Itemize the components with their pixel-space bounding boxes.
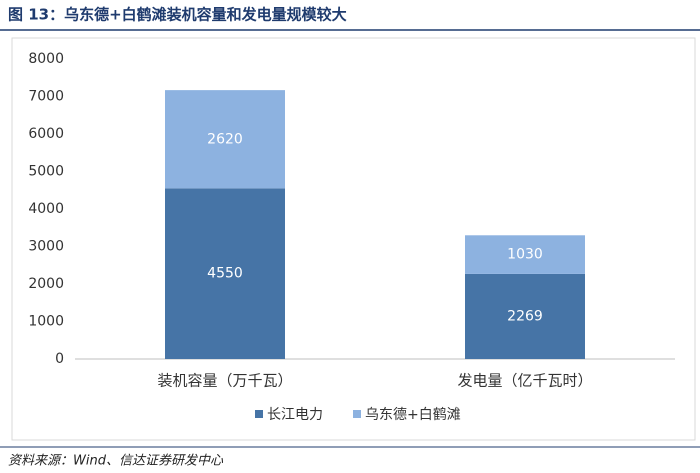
- legend-label: 长江电力: [267, 407, 323, 423]
- legend-label: 乌东德+白鹤滩: [365, 407, 461, 423]
- legend-swatch: [255, 410, 263, 418]
- source-note: 资料来源：Wind、信达证券研发中心: [8, 454, 224, 469]
- y-tick-label: 0: [55, 351, 64, 367]
- data-label: 1030: [507, 247, 543, 263]
- chart-frame: [11, 37, 696, 441]
- data-label: 2269: [507, 308, 543, 324]
- bar-segment: [165, 90, 285, 189]
- data-label: 4550: [207, 266, 243, 282]
- y-tick-label: 7000: [28, 89, 64, 105]
- x-tick-label: 装机容量（万千瓦）: [157, 372, 292, 390]
- y-tick-label: 5000: [28, 164, 64, 180]
- bar-segment: [465, 235, 585, 274]
- y-tick-label: 3000: [28, 239, 64, 255]
- y-tick-label: 2000: [28, 276, 64, 292]
- bar-segment: [465, 273, 585, 359]
- y-tick-label: 4000: [28, 201, 64, 217]
- y-tick-label: 1000: [28, 314, 64, 330]
- data-label: 2620: [207, 131, 243, 147]
- y-tick-label: 6000: [28, 126, 64, 142]
- y-tick-label: 8000: [28, 51, 64, 67]
- chart-title: 图 13：乌东德+白鹤滩装机容量和发电量规模较大: [8, 6, 347, 24]
- bar-segment: [165, 188, 285, 359]
- legend-swatch: [353, 410, 361, 418]
- x-tick-label: 发电量（亿千瓦时）: [457, 372, 592, 390]
